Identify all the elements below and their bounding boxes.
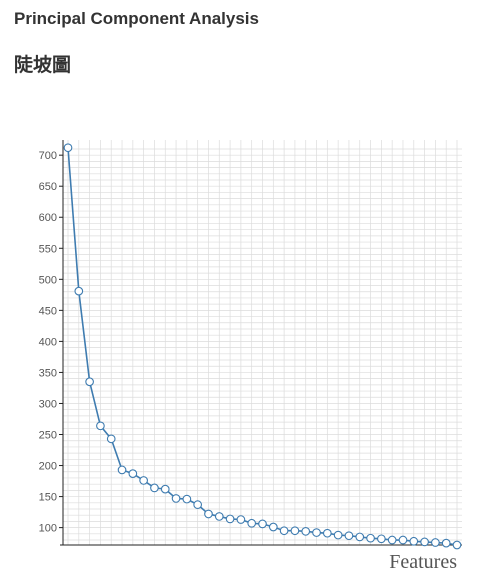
y-tick-label: 300 (39, 398, 57, 410)
data-point (452, 540, 462, 550)
y-tick-label: 650 (39, 181, 57, 193)
y-tick-label: 700 (39, 150, 57, 162)
chart-title: 陡坡圖 (14, 54, 72, 76)
series (63, 143, 462, 550)
data-point (387, 535, 397, 545)
data-point (258, 519, 267, 529)
data-point (441, 538, 451, 548)
x-axis-label: Features (389, 551, 457, 573)
data-point (377, 534, 386, 544)
data-point (420, 537, 429, 547)
data-point (312, 528, 321, 537)
y-tick-labels: 100 150 200 250 300 350 400 450 500 550 600 650 700 (39, 150, 57, 534)
data-point (333, 530, 343, 540)
data-point (160, 484, 170, 494)
data-point (268, 522, 278, 532)
y-tick-label: 550 (39, 243, 57, 255)
data-point (398, 535, 408, 545)
data-point (355, 532, 365, 542)
y-tick-label: 500 (39, 274, 57, 286)
axes (59, 140, 462, 546)
data-point (74, 286, 84, 296)
data-point (128, 469, 138, 478)
data-point (117, 465, 127, 475)
data-point (366, 533, 375, 543)
data-point (247, 518, 257, 528)
data-point (225, 514, 235, 524)
y-tick-label: 450 (39, 305, 57, 317)
data-point (431, 538, 440, 547)
grid (63, 140, 462, 545)
data-point (322, 528, 332, 538)
data-point (139, 476, 148, 485)
y-tick-label: 400 (39, 336, 57, 348)
data-point (344, 531, 354, 541)
data-point (279, 526, 289, 536)
data-point (214, 512, 224, 521)
data-point (106, 434, 116, 444)
y-tick-label: 600 (39, 212, 57, 224)
data-point (63, 143, 73, 153)
data-point (236, 515, 246, 524)
data-point (96, 421, 105, 431)
data-point (171, 494, 181, 503)
y-tick-label: 250 (39, 430, 57, 442)
data-point (182, 494, 192, 504)
data-point (409, 536, 419, 546)
data-point (204, 509, 213, 519)
data-point (301, 526, 311, 536)
data-point (150, 483, 159, 493)
data-point (290, 526, 300, 536)
y-tick-label: 200 (39, 461, 57, 473)
y-tick-label: 350 (39, 367, 57, 379)
page-title: Principal Component Analysis (14, 9, 259, 28)
data-point (193, 500, 203, 510)
y-tick-label: 150 (39, 492, 57, 504)
y-tick-label: 100 (39, 523, 57, 535)
data-point (85, 377, 94, 387)
